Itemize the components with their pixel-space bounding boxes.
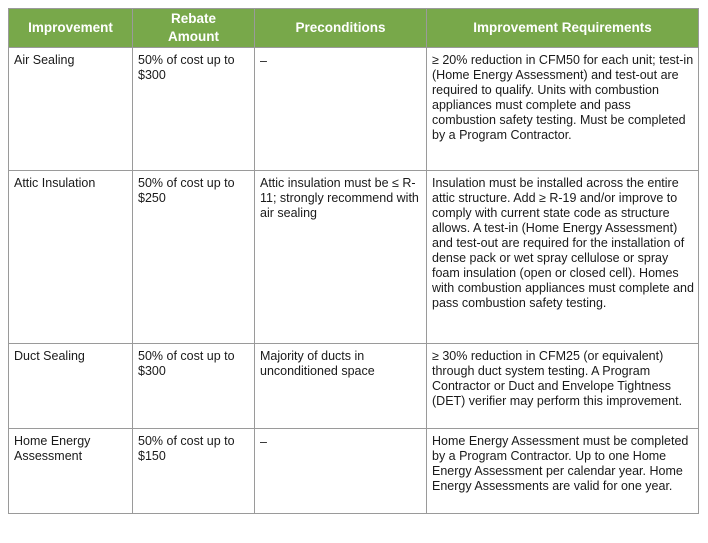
cell-preconditions: Attic insulation must be ≤ R-11; strongl… bbox=[254, 170, 427, 344]
header-row: Improvement Rebate Amount Preconditions … bbox=[8, 8, 699, 48]
table-header: Improvement Rebate Amount Preconditions … bbox=[8, 8, 699, 48]
dash-text: – bbox=[260, 54, 267, 68]
rebate-table: Improvement Rebate Amount Preconditions … bbox=[8, 8, 699, 514]
header-rebate-line1: Rebate bbox=[170, 11, 216, 26]
dash-text: – bbox=[260, 435, 267, 449]
cell-requirements: Home Energy Assessment must be completed… bbox=[426, 428, 699, 514]
cell-improvement: Air Sealing bbox=[8, 47, 133, 171]
table-row: Air Sealing 50% of cost up to $300 – ≥ 2… bbox=[8, 47, 699, 171]
header-preconditions: Preconditions bbox=[254, 8, 427, 48]
cell-improvement: Duct Sealing bbox=[8, 343, 133, 429]
table-row: Attic Insulation 50% of cost up to $250 … bbox=[8, 170, 699, 344]
cell-requirements: Insulation must be installed across the … bbox=[426, 170, 699, 344]
table-body: Air Sealing 50% of cost up to $300 – ≥ 2… bbox=[8, 47, 699, 514]
header-rebate-amount: Rebate Amount bbox=[132, 8, 255, 48]
cell-rebate: 50% of cost up to $300 bbox=[132, 47, 255, 171]
cell-requirements: ≥ 30% reduction in CFM25 (or equivalent)… bbox=[426, 343, 699, 429]
cell-rebate: 50% of cost up to $250 bbox=[132, 170, 255, 344]
cell-rebate: 50% of cost up to $300 bbox=[132, 343, 255, 429]
table-row: Duct Sealing 50% of cost up to $300 Majo… bbox=[8, 343, 699, 429]
header-requirements: Improvement Requirements bbox=[426, 8, 699, 48]
table-row: Home Energy Assessment 50% of cost up to… bbox=[8, 428, 699, 514]
cell-rebate: 50% of cost up to $150 bbox=[132, 428, 255, 514]
header-rebate-line2: Amount bbox=[168, 29, 219, 44]
cell-improvement: Attic Insulation bbox=[8, 170, 133, 344]
cell-preconditions: – bbox=[254, 428, 427, 514]
cell-preconditions: – bbox=[254, 47, 427, 171]
cell-improvement: Home Energy Assessment bbox=[8, 428, 133, 514]
cell-requirements: ≥ 20% reduction in CFM50 for each unit; … bbox=[426, 47, 699, 171]
header-improvement: Improvement bbox=[8, 8, 133, 48]
cell-preconditions: Majority of ducts in unconditioned space bbox=[254, 343, 427, 429]
